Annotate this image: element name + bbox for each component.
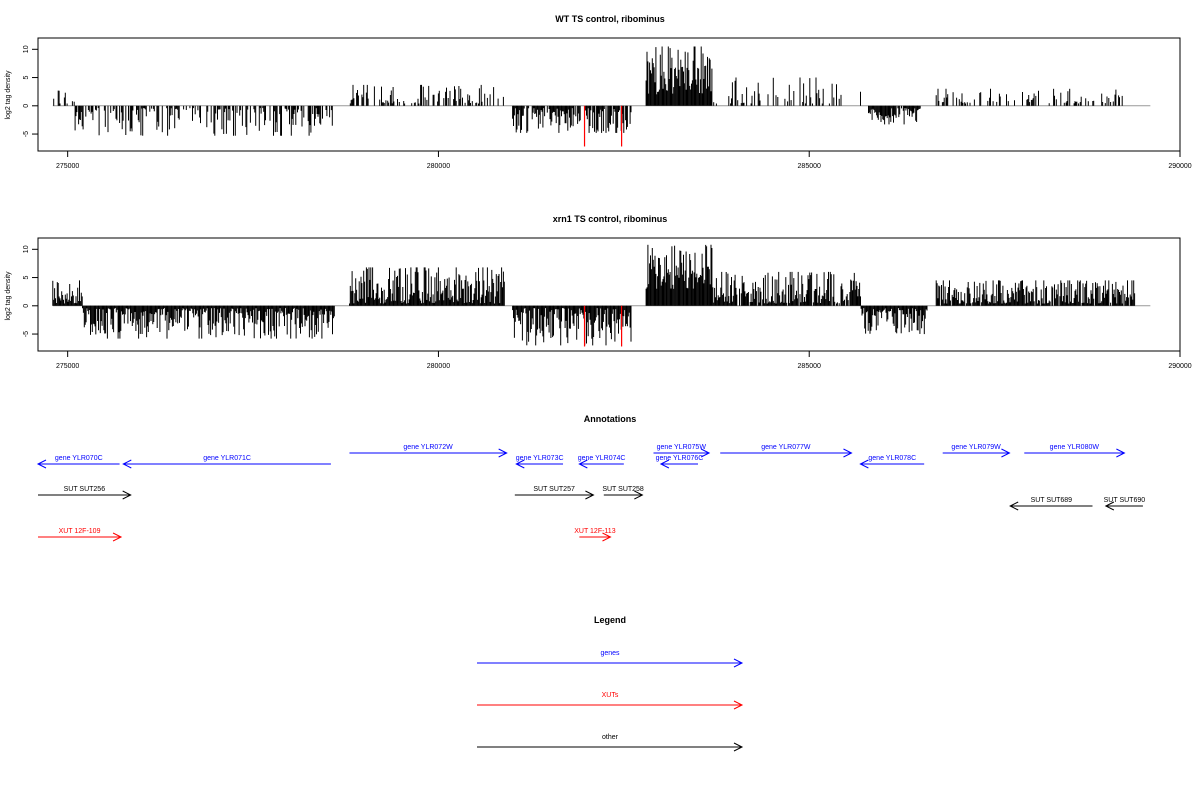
annotation-label: gene YLR077W (761, 444, 811, 451)
annotation-label: gene YLR073C (516, 455, 564, 462)
wt-track-title: WT TS control, ribominus (555, 14, 665, 24)
annotation-feature: gene YLR075W (653, 444, 711, 458)
annotation-label: SUT SUT258 (602, 486, 644, 493)
feature-arrow-head (578, 459, 588, 469)
feature-arrow-head (843, 448, 853, 458)
wt-track-frame (37, 37, 1181, 152)
y-tick-label: -5 (23, 131, 30, 137)
annotation-label: gene YLR075W (657, 444, 707, 451)
x-tick-label: 290000 (1168, 363, 1191, 370)
feature-arrow-head (733, 742, 744, 752)
wt-track-bars (52, 46, 1151, 147)
annotation-feature: SUT SUT258 (602, 486, 644, 500)
x-tick-label: 280000 (427, 163, 450, 170)
annotation-label: SUT SUT690 (1104, 497, 1146, 504)
feature-arrow-head (498, 448, 508, 458)
annotation-feature: SUT SUT257 (514, 486, 595, 500)
wt-track-panel: WT TS control, ribominus log2 tag densit… (5, 14, 1192, 170)
annotation-feature: SUT SUT690 (1104, 497, 1146, 511)
annotation-feature: XUT 12F-113 (574, 528, 616, 542)
x-tick-label: 285000 (798, 163, 821, 170)
wt-track-ylabel: log2 tag density (5, 70, 12, 120)
legend-title: Legend (594, 615, 626, 625)
annotation-label: SUT SUT256 (64, 486, 106, 493)
feature-arrow-head (1001, 448, 1011, 458)
legend-label: genes (600, 650, 620, 657)
xrn1-track-frame (37, 237, 1181, 352)
annotation-feature: gene YLR070C (36, 455, 120, 469)
y-tick-label: 0 (23, 304, 30, 308)
annotation-feature: gene YLR078C (859, 455, 925, 469)
y-tick-label: -5 (23, 331, 30, 337)
xrn1-track-axes: -5 0 5 10 275000 280000 285000 290000 (23, 245, 1192, 370)
annotation-label: gene YLR071C (203, 455, 251, 462)
xrn1-track-title: xrn1 TS control, ribominus (553, 214, 668, 224)
annotation-feature: gene YLR074C (578, 455, 626, 469)
feature-arrow-head (659, 459, 670, 469)
legend-item: genes (477, 650, 744, 668)
feature-arrow-head (859, 459, 869, 469)
x-tick-label: 290000 (1168, 163, 1191, 170)
annotation-feature: gene YLR076C (656, 455, 704, 469)
annotation-label: gene YLR076C (656, 455, 704, 462)
feature-arrow-head (1116, 448, 1126, 458)
xrn1-track-bars (52, 244, 1151, 347)
legend-label: other (602, 734, 619, 741)
legend-items: genes XUTs other (477, 650, 744, 752)
annotations-panel: Annotations gene YLR070C gene YLR071Cgene… (36, 414, 1146, 542)
feature-arrow-head (122, 490, 132, 500)
feature-arrow-head (700, 448, 711, 458)
annotations-title: Annotations (584, 414, 637, 424)
feature-arrow-head (602, 532, 612, 542)
annotation-label: gene YLR079W (951, 444, 1001, 451)
feature-arrow-head (1009, 501, 1019, 511)
x-tick-label: 285000 (798, 363, 821, 370)
feature-arrow-head (585, 490, 595, 500)
feature-arrow-head (515, 459, 525, 469)
annotation-label: XUT 12F-113 (574, 528, 615, 535)
feature-arrow-head (36, 459, 47, 469)
y-tick-label: 5 (23, 76, 30, 80)
x-tick-label: 275000 (56, 363, 79, 370)
feature-arrow-head (1104, 501, 1115, 511)
annotation-feature: gene YLR073C (515, 455, 564, 469)
annotation-label: gene YLR078C (868, 455, 916, 462)
annotation-label: gene YLR072W (403, 444, 453, 451)
feature-arrow-head (122, 459, 132, 469)
y-tick-label: 10 (23, 245, 30, 253)
y-tick-label: 0 (23, 104, 30, 108)
annotation-label: gene YLR080W (1050, 444, 1100, 451)
annotation-features: gene YLR070C gene YLR071C gene YLR072W gene… (36, 444, 1146, 542)
feature-arrow-head (112, 532, 123, 542)
annotation-feature: gene YLR072W (349, 444, 508, 458)
annotation-feature: SUT SUT256 (38, 486, 132, 500)
annotation-label: gene YLR074C (578, 455, 626, 462)
annotation-label: gene YLR070C (55, 455, 103, 462)
feature-arrow-head (634, 490, 644, 500)
annotation-feature: gene YLR080W (1024, 444, 1126, 458)
legend-panel: Legend genes XUTs other (477, 615, 744, 752)
feature-arrow-head (733, 700, 744, 710)
y-tick-label: 5 (23, 276, 30, 280)
legend-item: XUTs (477, 692, 744, 710)
y-tick-label: 10 (23, 45, 30, 53)
legend-item: other (477, 734, 744, 752)
wt-track-axes: -5 0 5 10 275000 280000 285000 290000 (23, 45, 1192, 170)
feature-arrow-head (733, 658, 744, 668)
annotation-feature: SUT SUT689 (1009, 497, 1093, 511)
annotation-feature: XUT 12F-109 (38, 528, 123, 542)
legend-label: XUTs (602, 692, 619, 699)
xrn1-track-ylabel: log2 tag density (5, 271, 12, 321)
annotation-feature: gene YLR077W (720, 444, 853, 458)
annotation-label: SUT SUT257 (533, 486, 575, 493)
xrn1-track-panel: xrn1 TS control, ribominus log2 tag dens… (5, 214, 1192, 370)
x-tick-label: 280000 (427, 363, 450, 370)
x-tick-label: 275000 (56, 163, 79, 170)
annotation-label: SUT SUT689 (1031, 497, 1073, 504)
annotation-feature: gene YLR079W (942, 444, 1011, 458)
annotation-label: XUT 12F-109 (59, 528, 101, 535)
annotation-feature: gene YLR071C (122, 455, 331, 469)
